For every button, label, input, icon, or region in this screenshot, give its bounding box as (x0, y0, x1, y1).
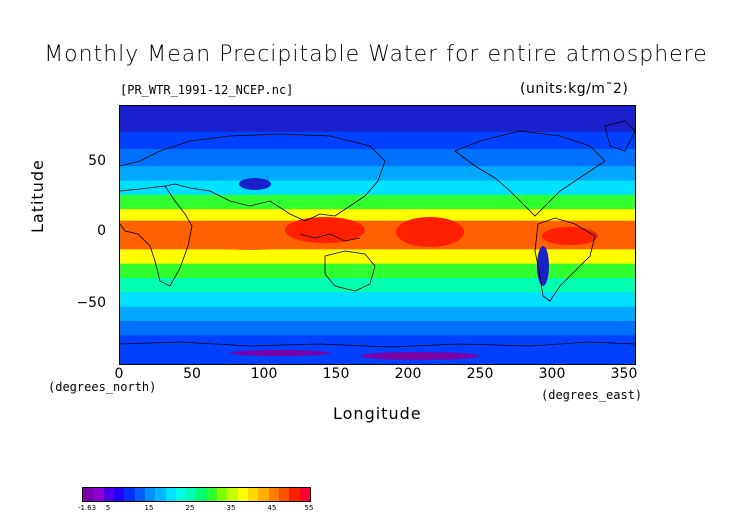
y-tick-0: 0 (97, 223, 106, 239)
map-plot-area (119, 105, 636, 365)
colorbar-label-15: 15 (144, 504, 154, 512)
colorbar-segment (237, 488, 248, 501)
indian-ocean-maximum (190, 226, 310, 250)
south-america-coastline (534, 217, 596, 302)
antarctica-coastline (120, 341, 635, 348)
colorbar-segment (196, 488, 207, 501)
colorbar-segment (165, 488, 176, 501)
colorbar-segment (248, 488, 259, 501)
x-tick-50: 50 (183, 366, 201, 382)
x-tick-100: 100 (250, 366, 278, 382)
north-america-coastline (454, 130, 606, 217)
colorbar-segment (93, 488, 104, 501)
colorbar-segment (289, 488, 300, 501)
colorbar-segment (103, 488, 114, 501)
colorbar-segment (186, 488, 197, 501)
colorbar-label-25: 25 (185, 504, 195, 512)
tibet-minimum (239, 178, 271, 190)
latitude-band (120, 209, 635, 222)
x-units-note: (degrees_east) (541, 388, 643, 402)
dataset-filename: [PR_WTR_1991-12_NCEP.nc] (120, 83, 294, 97)
colorbar-segment (83, 488, 94, 501)
colorbar-label-5: 5 (105, 504, 111, 512)
andes-minimum (537, 246, 549, 286)
colorbar-segment (258, 488, 269, 501)
greenland-coastline (604, 120, 635, 152)
antarctic-minimum (360, 352, 480, 360)
colorbar-label-45: 45 (267, 504, 277, 512)
latitude-band (120, 335, 635, 364)
figure-title: Monthly Mean Precipitable Water for enti… (44, 42, 708, 67)
latitude-band (120, 321, 635, 336)
latitude-band (120, 166, 635, 182)
x-tick-150: 150 (322, 366, 350, 382)
australia-coastline (324, 250, 376, 292)
y-tick-minus-50: −50 (76, 295, 106, 311)
colorbar-segment (268, 488, 279, 501)
latitude-band (120, 278, 635, 293)
colorbar-segment (227, 488, 238, 501)
colorbar (82, 487, 311, 502)
latitude-band (120, 194, 635, 210)
latitude-band (120, 131, 635, 150)
latitude-band (120, 249, 635, 265)
regional-features (190, 178, 598, 360)
colorbar-label-min: -1.63 (77, 504, 97, 512)
antarctic-minimum-2 (230, 350, 330, 356)
colorbar-segment (299, 488, 310, 501)
colorbar-segment (175, 488, 187, 501)
colorbar-segment (155, 488, 166, 501)
latitude-band (120, 106, 635, 133)
colorbar-segment (113, 488, 125, 501)
coastlines (120, 120, 635, 348)
x-tick-350: 350 (610, 366, 638, 382)
x-axis-label: Longitude (333, 404, 422, 423)
central-pacific-maximum (396, 217, 464, 247)
y-tick-50: 50 (88, 153, 106, 169)
x-tick-300: 300 (538, 366, 566, 382)
y-units-note: (degrees_north) (48, 380, 157, 394)
colorbar-label-35: 35 (226, 504, 236, 512)
colorbar-segment (144, 488, 156, 501)
x-tick-200: 200 (394, 366, 422, 382)
maritime-continent-maximum (285, 217, 365, 243)
latitude-band (120, 292, 635, 308)
colorbar-segment (278, 488, 290, 501)
units-label: (units:kg/m¯2) (520, 81, 629, 97)
x-tick-250: 250 (466, 366, 494, 382)
amazon-maximum (542, 227, 598, 245)
colorbar-label-55: 55 (304, 504, 314, 512)
colorbar-segment (124, 488, 135, 501)
x-tick-0: 0 (114, 366, 124, 382)
colorbar-segment (206, 488, 218, 501)
colorbar-segment (134, 488, 145, 501)
precipitable-water-map (120, 106, 635, 364)
eurasia-coastline (120, 133, 386, 222)
colorbar-segment (217, 488, 228, 501)
latitude-band (120, 263, 635, 279)
latitude-band (120, 149, 635, 167)
indonesia-coastline (299, 233, 361, 242)
africa-coastline (120, 185, 193, 287)
latitude-band (120, 306, 635, 322)
y-axis-label: Latitude (28, 159, 47, 233)
